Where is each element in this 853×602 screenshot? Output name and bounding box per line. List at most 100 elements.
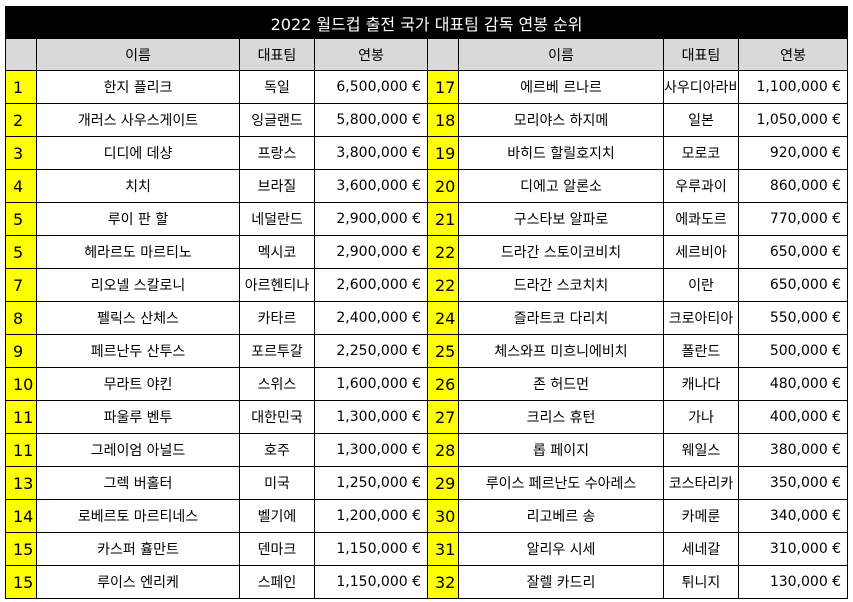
- header-name-left: 이름: [36, 38, 240, 71]
- rank-cell-right: 30: [427, 499, 459, 533]
- table-row: 3 디디에 데샹 프랑스 3,800,000 €19 바히드 할릴호지치 모로코 920,0…: [5, 136, 849, 170]
- team-cell-right: 크로아티아: [663, 301, 739, 335]
- team-cell-left: 아르헨티나: [239, 268, 315, 302]
- name-cell-right: 크리스 휴턴: [458, 400, 664, 434]
- name-cell-right: 드라간 스토이코비치: [458, 235, 664, 269]
- name-cell-left: 펠릭스 산체스: [36, 301, 240, 335]
- team-cell-left: 미국: [239, 466, 315, 500]
- team-cell-right: 우루과이: [663, 169, 739, 203]
- salary-cell-right: 1,100,000 €: [737, 70, 849, 104]
- name-cell-right: 즐라트코 다리치: [458, 301, 664, 335]
- salary-cell-left: 2,250,000 €: [314, 334, 428, 368]
- team-cell-right: 코스타리카: [663, 466, 739, 500]
- rank-cell-right: 17: [427, 70, 459, 104]
- team-cell-right: 웨일스: [663, 433, 739, 467]
- team-cell-right: 세네갈: [663, 532, 739, 566]
- table-row: 5 루이 판 할 네덜란드 2,900,000 €21 구스타보 알파로 에콰도르 770,…: [5, 202, 849, 236]
- team-cell-left: 멕시코: [239, 235, 315, 269]
- name-cell-right: 디에고 알론소: [458, 169, 664, 203]
- name-cell-right: 모리야스 하지메: [458, 103, 664, 137]
- table-row: 9 페르난두 산투스 포르투갈 2,250,000 €25 체스와프 미흐니에비치 폴란드…: [5, 334, 849, 368]
- salary-cell-right: 550,000 €: [737, 301, 849, 335]
- rank-cell-left: 4: [5, 169, 37, 203]
- salary-cell-right: 340,000 €: [737, 499, 849, 533]
- salary-cell-right: 380,000 €: [737, 433, 849, 467]
- rank-cell-left: 11: [5, 433, 37, 467]
- salary-cell-left: 1,250,000 €: [314, 466, 428, 500]
- table-row: 8 펠릭스 산체스 카타르 2,400,000 €24 즐라트코 다리치 크로아티아 550…: [5, 301, 849, 335]
- name-cell-left: 그렉 버홀터: [36, 466, 240, 500]
- rank-cell-right: 25: [427, 334, 459, 368]
- salary-cell-right: 770,000 €: [737, 202, 849, 236]
- header-row: 이름 대표팀 연봉 이름 대표팀 연봉: [5, 38, 849, 71]
- table-row: 7 리오넬 스칼로니 아르헨티나 2,600,000 €22 드라간 스코치치 이란 650…: [5, 268, 849, 302]
- header-rank-right: [427, 38, 459, 71]
- table-row: 14 로베르토 마르티네스 벨기에 1,200,000 €30 리고베르 송 카메룬 340…: [5, 499, 849, 533]
- name-cell-left: 루이스 엔리케: [36, 565, 240, 599]
- team-cell-left: 대한민국: [239, 400, 315, 434]
- header-team-right: 대표팀: [663, 38, 739, 71]
- salary-cell-right: 310,000 €: [737, 532, 849, 566]
- name-cell-right: 바히드 할릴호지치: [458, 136, 664, 170]
- name-cell-left: 그레이엄 아널드: [36, 433, 240, 467]
- table-row: 4 치치 브라질 3,600,000 €20 디에고 알론소 우루과이 860,000 €: [5, 169, 849, 203]
- team-cell-right: 모로코: [663, 136, 739, 170]
- table-row: 11 파울루 벤투 대한민국 1,300,000 €27 크리스 휴턴 가나 400,000…: [5, 400, 849, 434]
- name-cell-left: 카스퍼 휼만트: [36, 532, 240, 566]
- team-cell-left: 스위스: [239, 367, 315, 401]
- header-salary-left: 연봉: [314, 38, 428, 71]
- table-row: 10 무라트 야킨 스위스 1,600,000 €26 존 허드먼 캐나다 480,000 …: [5, 367, 849, 401]
- table-row: 15 카스퍼 휼만트 덴마크 1,150,000 €31 알리우 시세 세네갈 310,00…: [5, 532, 849, 566]
- team-cell-left: 브라질: [239, 169, 315, 203]
- name-cell-left: 페르난두 산투스: [36, 334, 240, 368]
- salary-cell-left: 2,900,000 €: [314, 202, 428, 236]
- salary-cell-right: 860,000 €: [737, 169, 849, 203]
- rank-cell-right: 32: [427, 565, 459, 599]
- salary-cell-right: 650,000 €: [737, 268, 849, 302]
- team-cell-left: 카타르: [239, 301, 315, 335]
- name-cell-left: 치치: [36, 169, 240, 203]
- team-cell-left: 호주: [239, 433, 315, 467]
- table-row: 5 헤라르도 마르티노 멕시코 2,900,000 €22 드라간 스토이코비치 세르비아…: [5, 235, 849, 269]
- salary-cell-right: 500,000 €: [737, 334, 849, 368]
- name-cell-right: 리고베르 송: [458, 499, 664, 533]
- salary-cell-left: 1,150,000 €: [314, 565, 428, 599]
- rank-cell-left: 9: [5, 334, 37, 368]
- rank-cell-left: 10: [5, 367, 37, 401]
- team-cell-right: 에콰도르: [663, 202, 739, 236]
- rank-cell-right: 22: [427, 268, 459, 302]
- name-cell-left: 개러스 사우스게이트: [36, 103, 240, 137]
- rank-cell-right: 29: [427, 466, 459, 500]
- rank-cell-left: 2: [5, 103, 37, 137]
- salary-cell-left: 3,800,000 €: [314, 136, 428, 170]
- team-cell-right: 캐나다: [663, 367, 739, 401]
- salary-cell-right: 350,000 €: [737, 466, 849, 500]
- name-cell-right: 알리우 시세: [458, 532, 664, 566]
- rank-cell-right: 31: [427, 532, 459, 566]
- rank-cell-left: 13: [5, 466, 37, 500]
- name-cell-left: 한지 플리크: [36, 70, 240, 104]
- salary-cell-right: 920,000 €: [737, 136, 849, 170]
- rank-cell-right: 24: [427, 301, 459, 335]
- rank-cell-right: 18: [427, 103, 459, 137]
- team-cell-right: 카메룬: [663, 499, 739, 533]
- team-cell-right: 세르비아: [663, 235, 739, 269]
- rank-cell-right: 26: [427, 367, 459, 401]
- name-cell-right: 에르베 르나르: [458, 70, 664, 104]
- name-cell-right: 존 허드먼: [458, 367, 664, 401]
- team-cell-right: 가나: [663, 400, 739, 434]
- rank-cell-left: 8: [5, 301, 37, 335]
- team-cell-left: 네덜란드: [239, 202, 315, 236]
- team-cell-right: 일본: [663, 103, 739, 137]
- name-cell-left: 헤라르도 마르티노: [36, 235, 240, 269]
- header-team-left: 대표팀: [239, 38, 315, 71]
- team-cell-left: 포르투갈: [239, 334, 315, 368]
- name-cell-left: 로베르토 마르티네스: [36, 499, 240, 533]
- header-rank-left: [5, 38, 37, 71]
- name-cell-left: 무라트 야킨: [36, 367, 240, 401]
- table-title: 2022 월드컵 출전 국가 대표팀 감독 연봉 순위: [4, 6, 849, 39]
- table-row: 2 개러스 사우스게이트 잉글랜드 5,800,000 €18 모리야스 하지메 일본 1,…: [5, 103, 849, 137]
- salary-cell-left: 1,600,000 €: [314, 367, 428, 401]
